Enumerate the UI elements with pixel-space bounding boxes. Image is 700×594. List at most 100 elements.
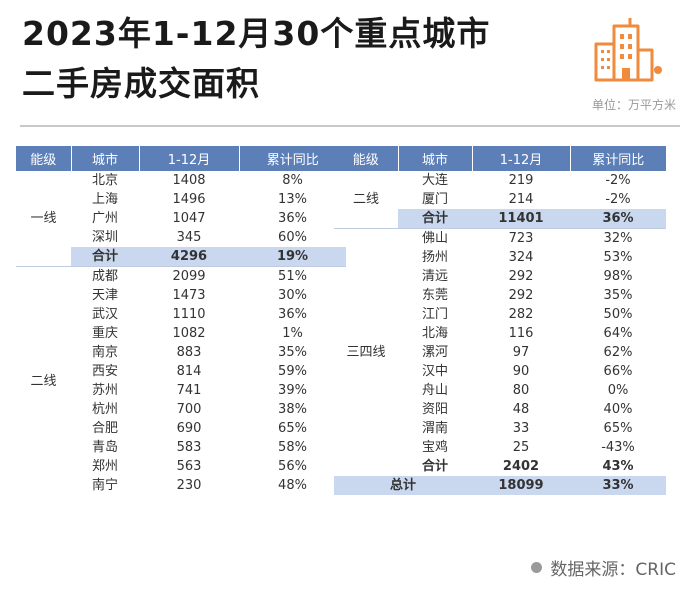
- table-row: 汉中 90 66%: [334, 362, 666, 381]
- table-row: 南京 883 35%: [16, 343, 346, 362]
- table-cell: 合计: [71, 247, 139, 267]
- divider: [20, 125, 680, 127]
- table-row: 清远 292 98%: [334, 267, 666, 286]
- table-row: 二线 成都 2099 51%: [16, 266, 346, 495]
- table-row: 江门 282 50%: [334, 305, 666, 324]
- table-cell: 883: [176, 345, 202, 360]
- table-row: 合肥 690 65%: [16, 419, 346, 438]
- table-cell: 65%: [278, 421, 307, 436]
- table-row: 南宁 230 48%: [16, 476, 346, 495]
- grand-total-label: 总计: [334, 476, 472, 495]
- table-row: 三四线 佛山 723 32%: [334, 228, 666, 476]
- table-row: 广州 1047 36%: [16, 209, 346, 228]
- tier-label: 二线: [16, 266, 71, 495]
- table-cell: 35%: [278, 345, 307, 360]
- table-cell: 上海: [91, 192, 118, 207]
- table-cell: 33: [512, 421, 530, 436]
- table-cell: 江门: [421, 307, 448, 322]
- table-cell: 292: [508, 288, 534, 303]
- table-row: 重庆 1082 1%: [16, 324, 346, 343]
- table-cell: 43%: [602, 459, 634, 474]
- header-period: 1-12月: [472, 146, 571, 171]
- table-row: 天津 1473 30%: [16, 286, 346, 305]
- table-cell: 南宁: [91, 478, 118, 493]
- subtotal-row: 合计 2402 43%: [334, 457, 666, 476]
- table-row: 一线 北京 1408 8%: [16, 171, 346, 226]
- table-cell: 杭州: [91, 402, 118, 417]
- table-row: 资阳 48 40%: [334, 400, 666, 419]
- table-cell: 116: [508, 326, 534, 341]
- table-cell: 1082: [172, 326, 206, 341]
- table-cell: 64%: [603, 326, 633, 341]
- table-cell: 天津: [91, 288, 118, 303]
- table-row: 渭南 33 65%: [334, 419, 666, 438]
- table-header-row: 能级 城市 1-12月 累计同比: [16, 146, 346, 171]
- right-table-body: 二线 大连 219 -2% 厦门 214 -2% 合计 11401 36% 三四线 佛山 723 32% 扬…: [334, 171, 666, 495]
- table-row: 郑州 563 56%: [16, 457, 346, 476]
- table-cell: 合肥: [91, 421, 118, 436]
- table-cell: 36%: [570, 209, 666, 229]
- grand-total-row: 总计 18099 33%: [334, 476, 666, 495]
- total-row: 合计 11401 36%: [334, 209, 666, 229]
- header-city: 城市: [398, 146, 473, 171]
- table-cell: 53%: [603, 250, 633, 265]
- tier-label: 三四线: [334, 228, 398, 476]
- tier-label: 一线: [30, 211, 57, 226]
- table-cell: -2%: [605, 173, 631, 188]
- table-cell: 1473: [172, 288, 206, 303]
- table-cell: 97: [512, 345, 530, 360]
- table-cell: 814: [176, 364, 202, 379]
- header-yoy: 累计同比: [239, 146, 346, 171]
- left-table-body: 一线 北京 1408 8% 上海 1496 13% 广州 1047 36% 深圳 345 60% 合计 42…: [16, 171, 346, 495]
- table-row: 青岛 583 58%: [16, 438, 346, 457]
- table-cell: 扬州: [421, 250, 448, 265]
- table-cell: 66%: [603, 364, 633, 379]
- table-cell: 690: [176, 421, 202, 436]
- table-cell: 50%: [603, 307, 633, 322]
- table-cell: 合计: [421, 459, 448, 474]
- table-cell: 宝鸡: [421, 440, 448, 455]
- header-period: 1-12月: [139, 146, 240, 171]
- table-cell: 80: [512, 383, 530, 398]
- table-cell: 741: [176, 383, 202, 398]
- table-cell: 13%: [278, 192, 307, 207]
- table-cell: 33%: [570, 476, 666, 495]
- table-row: 武汉 1110 36%: [16, 305, 346, 324]
- table-row: 东莞 292 35%: [334, 286, 666, 305]
- table-cell: 59%: [278, 364, 307, 379]
- table-cell: 56%: [278, 459, 307, 474]
- table-cell: 230: [176, 478, 202, 493]
- table-cell: -2%: [605, 192, 631, 207]
- table-cell: 1047: [172, 211, 206, 226]
- table-cell: 48%: [278, 478, 307, 493]
- table-cell: 厦门: [421, 192, 448, 207]
- left-data-table: 能级 城市 1-12月 累计同比 一线 北京 1408 8% 上海 1496 13% 广州 10…: [16, 146, 346, 495]
- table-cell: 25: [512, 440, 530, 455]
- table-cell: 武汉: [91, 307, 118, 322]
- table-cell: 32%: [570, 228, 666, 248]
- right-data-table: 能级 城市 1-12月 累计同比 二线 大连 219 -2% 厦门 214 -2% 合计 114…: [334, 146, 666, 495]
- table-cell: 苏州: [91, 383, 118, 398]
- table-cell: 11401: [472, 209, 570, 229]
- table-cell: 38%: [278, 402, 307, 417]
- table-row: 舟山 80 0%: [334, 381, 666, 400]
- table-row: 二线 大连 219 -2%: [334, 171, 666, 207]
- table-cell: 219: [508, 173, 534, 188]
- table-cell: 北海: [421, 326, 448, 341]
- page-title-line1: 2023年1-12月30个重点城市: [22, 14, 491, 53]
- table-cell: 8%: [282, 173, 303, 188]
- buildings-logo-icon: [594, 18, 662, 82]
- table-cell: 佛山: [398, 228, 472, 248]
- header-tier: 能级: [334, 146, 399, 171]
- table-cell: 青岛: [91, 440, 118, 455]
- table-cell: 东莞: [421, 288, 448, 303]
- table-cell: 清远: [421, 269, 448, 284]
- table-cell: 30%: [278, 288, 307, 303]
- table-cell: 2099: [139, 266, 239, 286]
- table-cell: 1110: [172, 307, 206, 322]
- table-cell: 36%: [278, 211, 307, 226]
- table-cell: 48: [512, 402, 530, 417]
- table-cell: 60%: [278, 230, 307, 245]
- table-cell: 成都: [71, 266, 139, 286]
- header-tier: 能级: [16, 146, 72, 171]
